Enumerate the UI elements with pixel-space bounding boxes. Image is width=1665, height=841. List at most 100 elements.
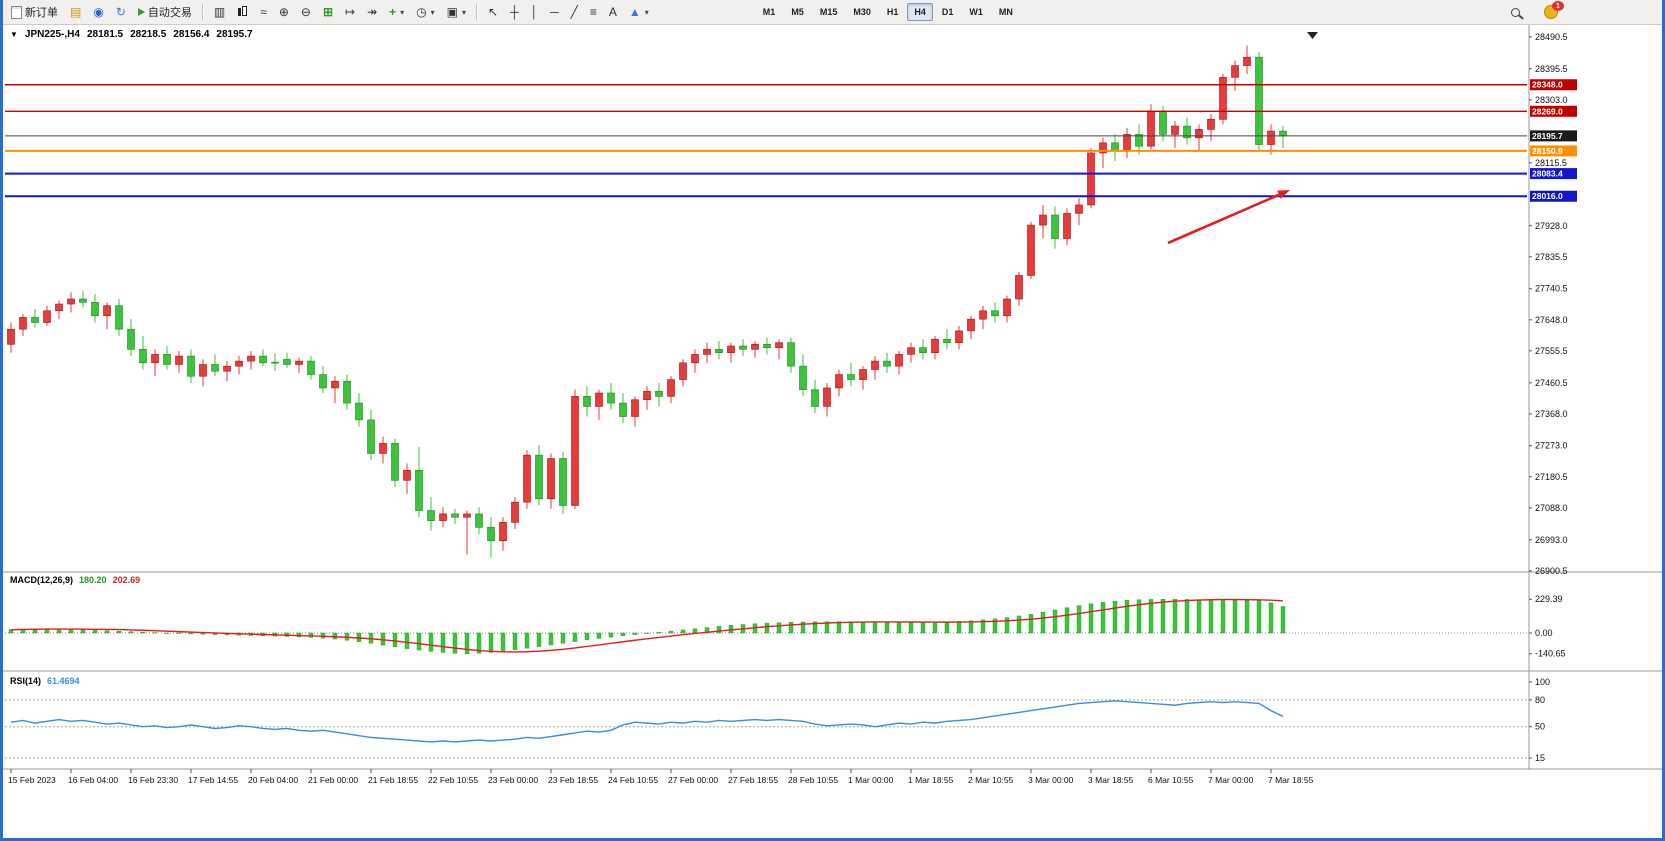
svg-text:28150.9: 28150.9 [1532,146,1563,156]
text-tool-icon: A [608,5,617,19]
notifications-button[interactable]: 1 [1539,1,1564,22]
svg-text:27088.0: 27088.0 [1535,503,1568,513]
svg-text:28303.0: 28303.0 [1535,95,1568,105]
auto-scroll-icon: ↦ [345,5,356,19]
symbol-dropdown-icon[interactable]: ▼ [10,30,18,39]
new-order-icon [11,5,22,19]
vertical-line-button[interactable]: │ [526,2,544,22]
bar-chart-button[interactable]: ▥ [209,2,230,22]
arrows-tool-button[interactable]: ▲ ▾ [624,2,654,22]
timeframe-m15-button[interactable]: M15 [813,3,845,21]
metaeditor-icon: ▤ [70,5,82,19]
candlestick-chart-button[interactable] [232,2,253,22]
svg-text:6 Mar 10:55: 6 Mar 10:55 [1148,775,1194,785]
svg-text:7 Mar 00:00: 7 Mar 00:00 [1208,775,1254,785]
svg-text:28195.7: 28195.7 [1532,131,1563,141]
svg-text:15 Feb 2023: 15 Feb 2023 [8,775,56,785]
svg-text:21 Feb 18:55: 21 Feb 18:55 [368,775,418,785]
new-order-button[interactable]: 新订单 [6,2,63,22]
svg-text:28490.5: 28490.5 [1535,32,1568,42]
cursor-icon: ↖ [488,5,499,19]
trendline-icon: ╱ [570,5,578,19]
chart-shift-button[interactable]: ↠ [362,2,382,22]
svg-text:27180.5: 27180.5 [1535,472,1568,482]
svg-text:17 Feb 14:55: 17 Feb 14:55 [188,775,238,785]
fibonacci-icon: ≡ [589,5,597,19]
vertical-line-icon: │ [530,5,539,19]
svg-text:27740.5: 27740.5 [1535,284,1568,294]
svg-text:16 Feb 23:30: 16 Feb 23:30 [128,775,178,785]
svg-text:26993.0: 26993.0 [1535,535,1568,545]
chart-area: 28490.5 28395.5 28303.0 28115.5 27928.0 27835… [3,25,1662,839]
chevron-down-icon: ▾ [430,7,435,17]
auto-scroll-button[interactable]: ↦ [340,2,360,22]
svg-text:20 Feb 04:00: 20 Feb 04:00 [248,775,298,785]
svg-text:3 Mar 18:55: 3 Mar 18:55 [1088,775,1134,785]
svg-text:24 Feb 10:55: 24 Feb 10:55 [608,775,658,785]
horizontal-line-button[interactable]: ─ [545,2,564,22]
arrows-tool-icon: ▲ [628,5,641,19]
mql5-icon: ◉ [93,5,104,19]
svg-text:28016.0: 28016.0 [1532,191,1563,201]
svg-text:28395.5: 28395.5 [1535,64,1568,74]
svg-text:23 Feb 00:00: 23 Feb 00:00 [488,775,538,785]
timeframe-d1-button[interactable]: D1 [935,3,961,21]
timeframe-mn-button[interactable]: MN [992,3,1020,21]
svg-text:2 Mar 10:55: 2 Mar 10:55 [968,775,1014,785]
timeframe-m30-button[interactable]: M30 [846,3,878,21]
svg-text:0.00: 0.00 [1535,628,1553,638]
zoom-out-icon: ⊖ [300,5,311,19]
crosshair-button[interactable]: ┼ [505,2,524,22]
timeframe-h4-button[interactable]: H4 [907,3,933,21]
chevron-down-icon: ▾ [400,7,405,17]
periods-button[interactable]: ◷ ▾ [411,2,440,22]
svg-text:50: 50 [1535,722,1545,732]
tile-windows-button[interactable]: ⊞ [318,2,338,22]
templates-button[interactable]: ▣ ▾ [442,2,471,22]
toolbar-right-group: 1 [1505,1,1564,22]
timeframe-m1-button[interactable]: M1 [756,3,783,21]
svg-text:22 Feb 10:55: 22 Feb 10:55 [428,775,478,785]
bar-chart-icon: ▥ [213,5,226,19]
zoom-in-button[interactable]: ⊕ [274,2,294,22]
horizontal-line-icon: ─ [550,5,559,19]
svg-text:3 Mar 00:00: 3 Mar 00:00 [1028,775,1074,785]
crosshair-icon: ┼ [510,5,519,19]
svg-text:229.39: 229.39 [1535,594,1563,604]
trendline-button[interactable]: ╱ [566,2,583,22]
svg-text:27648.0: 27648.0 [1535,315,1568,325]
toolbar-separator [476,4,479,20]
notification-badge: 1 [1552,1,1564,11]
chart-canvas[interactable]: 28490.5 28395.5 28303.0 28115.5 27928.0 27835… [3,25,1662,839]
svg-text:27835.5: 27835.5 [1535,252,1568,262]
template-icon: ▣ [446,5,459,19]
svg-text:1 Mar 18:55: 1 Mar 18:55 [908,775,954,785]
svg-text:27928.0: 27928.0 [1535,221,1568,231]
indicators-plus-icon: + [389,5,397,19]
timeframe-m5-button[interactable]: M5 [784,3,811,21]
timeframe-toolbar: M1 M5 M15 M30 H1 H4 D1 W1 MN [755,3,1021,21]
notification-icon: 1 [1544,1,1564,19]
auto-trading-button[interactable]: 自动交易 [133,2,197,22]
indicators-button[interactable]: + ▾ [384,2,409,22]
mql5-button[interactable]: ◉ [88,2,108,22]
search-icon [1511,7,1520,17]
metaeditor-button[interactable]: ▤ [65,2,86,22]
svg-text:27273.0: 27273.0 [1535,441,1568,451]
cursor-button[interactable]: ↖ [483,2,503,22]
auto-trading-icon [137,8,145,16]
svg-text:21 Feb 00:00: 21 Feb 00:00 [308,775,358,785]
search-button[interactable] [1506,2,1525,22]
svg-text:28269.0: 28269.0 [1532,106,1563,116]
fibonacci-button[interactable]: ≡ [585,2,602,22]
timeframe-w1-button[interactable]: W1 [962,3,990,21]
text-tool-button[interactable]: A [604,2,622,22]
zoom-out-button[interactable]: ⊖ [296,2,316,22]
refresh-button[interactable]: ↻ [111,2,131,22]
line-chart-button[interactable]: ≈ [255,2,272,22]
svg-text:27460.5: 27460.5 [1535,378,1568,388]
timeframe-h1-button[interactable]: H1 [880,3,906,21]
svg-text:7 Mar 18:55: 7 Mar 18:55 [1268,775,1314,785]
new-order-label: 新订单 [25,7,58,19]
